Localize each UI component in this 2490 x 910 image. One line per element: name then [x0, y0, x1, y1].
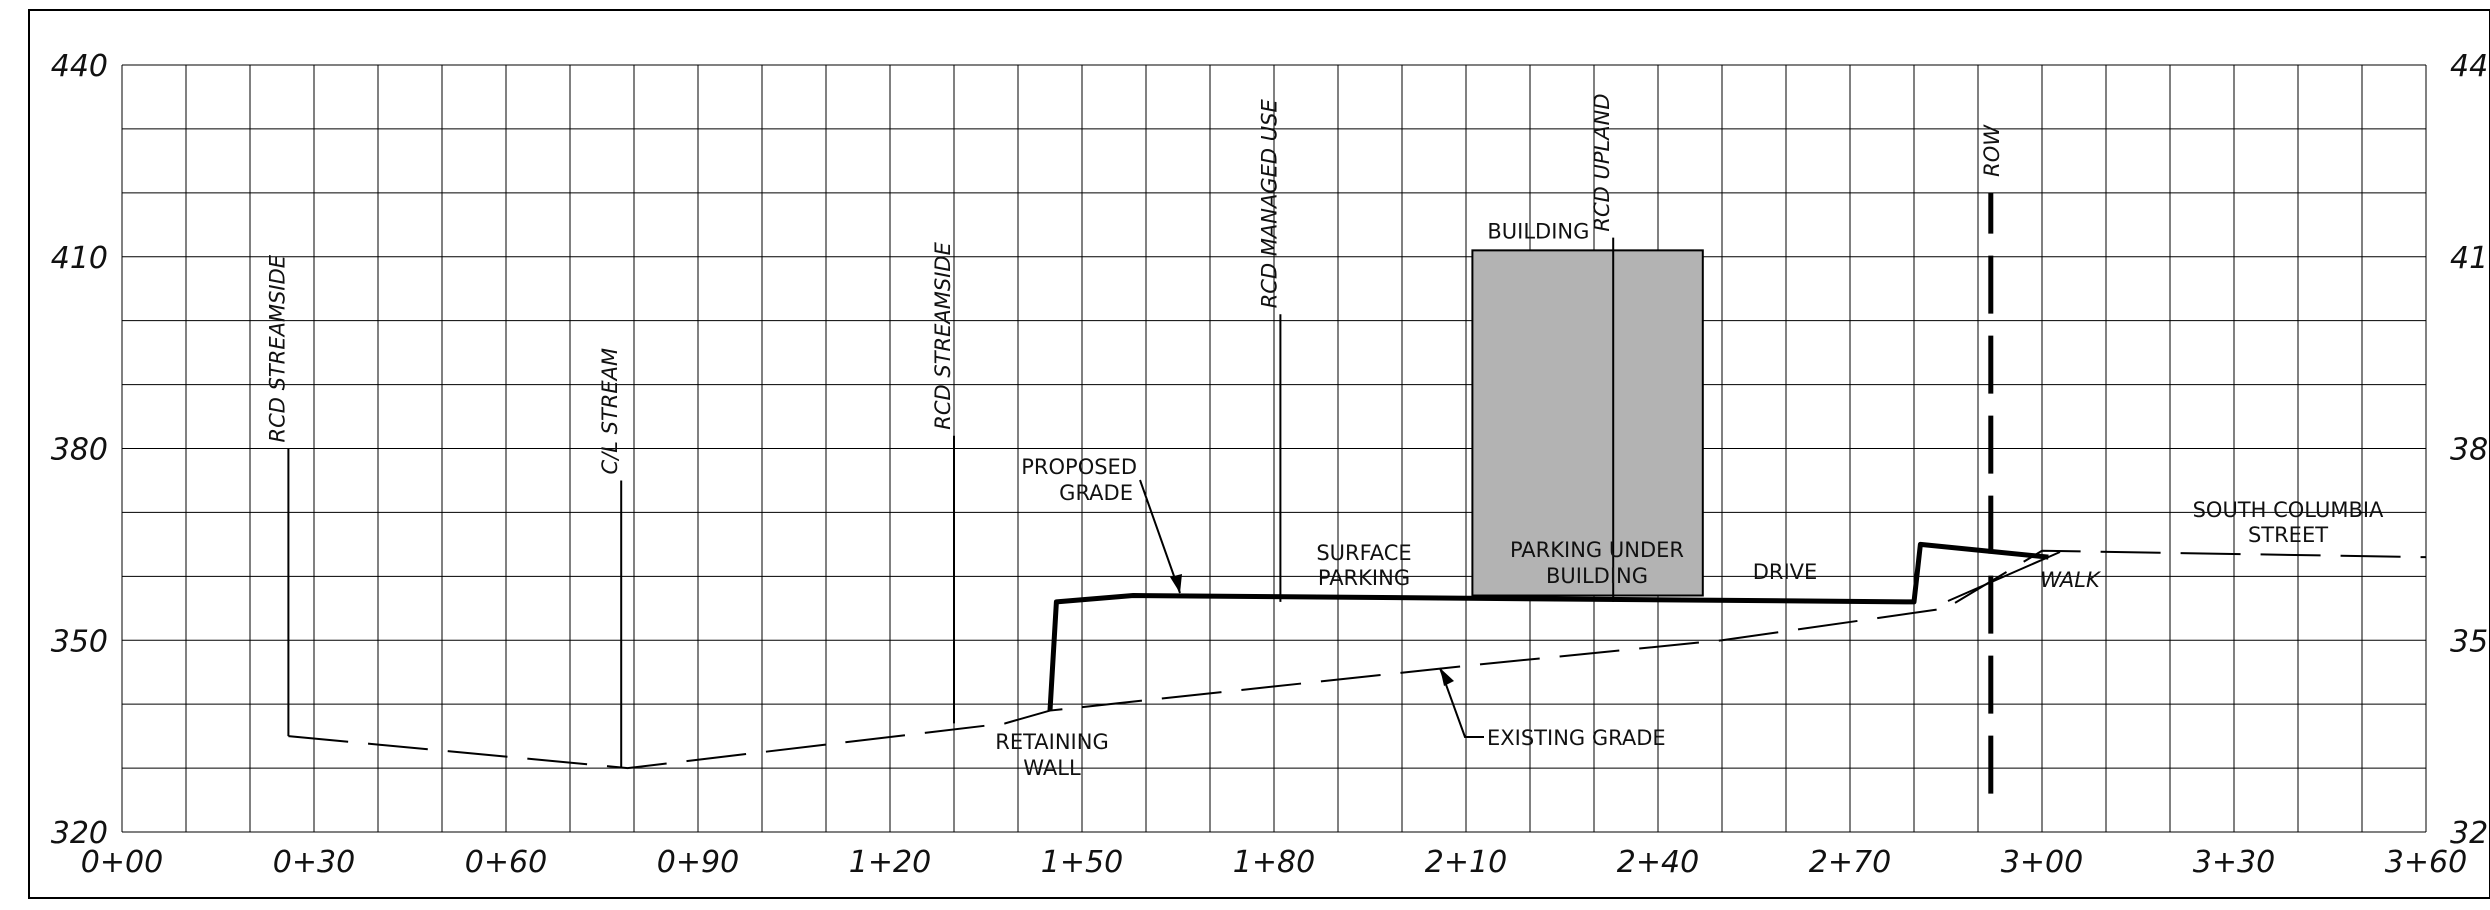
x-tick-label: 0+00 — [81, 845, 163, 880]
y-tick-label-right: 350 — [2450, 624, 2490, 659]
surface-parking-label-2: PARKING — [1318, 566, 1410, 590]
existing-grade-leader — [1439, 667, 1484, 738]
y-tick-label-left: 440 — [51, 49, 108, 84]
proposed-grade-label-1: PROPOSED — [1021, 455, 1137, 479]
grade-series — [288, 541, 2427, 770]
walk-leader — [1947, 551, 2061, 602]
y-tick-label-left: 350 — [51, 624, 108, 659]
x-tick-label: 3+60 — [2385, 845, 2467, 880]
y-tick-label-right: 320 — [2450, 816, 2490, 851]
x-tick-label: 1+50 — [1041, 845, 1123, 880]
annotations: PROPOSED GRADE SURFACE PARKING PARKING U… — [995, 455, 2384, 780]
x-tick-label: 0+30 — [273, 845, 355, 880]
south-columbia-street-label-2: STREET — [2248, 523, 2328, 547]
south-columbia-street-label-1: SOUTH COLUMBIA — [2193, 498, 2384, 522]
existing-grade-label: EXISTING GRADE — [1487, 726, 1666, 750]
surface-parking-label-1: SURFACE — [1316, 541, 1411, 565]
grid — [121, 64, 2427, 833]
boundary-markers: RCD STREAMSIDE C/L STREAM RCD STREAMSIDE RC… — [265, 93, 2004, 794]
y-tick-label-right: 410 — [2450, 241, 2490, 276]
marker-label: RCD STREAMSIDE — [265, 254, 289, 442]
axis-tick-labels: 0+00 0+30 0+60 0+90 1+20 1+50 1+80 2+10 2+40 2+70… — [51, 49, 2490, 880]
marker-label: C/L STREAM — [598, 348, 622, 475]
y-tick-label-right: 440 — [2450, 49, 2490, 84]
x-tick-label: 0+90 — [657, 845, 739, 880]
y-tick-label-right: 380 — [2450, 433, 2490, 468]
x-tick-label: 3+30 — [2193, 845, 2275, 880]
parking-under-building-label-2: BUILDING — [1546, 564, 1648, 588]
x-tick-label: 0+60 — [465, 845, 547, 880]
parking-under-building-label-1: PARKING UNDER — [1510, 538, 1684, 562]
marker-label: RCD UPLAND — [1590, 93, 1614, 231]
x-tick-label: 3+00 — [2001, 845, 2083, 880]
y-tick-label-left: 380 — [51, 433, 108, 468]
building-label: BUILDING — [1487, 219, 1589, 243]
x-tick-label: 2+10 — [1425, 845, 1507, 880]
x-tick-label: 2+70 — [1809, 845, 1891, 880]
drawing-border — [28, 9, 2490, 899]
x-tick-label: 1+20 — [849, 845, 931, 880]
marker-label: RCD STREAMSIDE — [931, 241, 955, 429]
proposed-grade-line — [1047, 541, 2049, 711]
y-tick-label-left: 410 — [51, 241, 108, 276]
row-label: ROW — [1980, 124, 2004, 177]
x-tick-label: 1+80 — [1233, 845, 1315, 880]
retaining-wall-label-1: RETAINING — [995, 730, 1109, 754]
existing-grade-arrowhead — [1440, 668, 1454, 686]
proposed-grade-label-2: GRADE — [1059, 481, 1133, 505]
proposed-grade-arrowhead — [1170, 574, 1182, 593]
building-block — [1471, 249, 1704, 597]
y-tick-label-left: 320 — [51, 816, 108, 851]
drive-label: DRIVE — [1753, 560, 1818, 584]
proposed-grade-leader — [1139, 479, 1181, 594]
walk-label: WALK — [2040, 568, 2102, 592]
retaining-wall-label-2: WALL — [1023, 756, 1081, 780]
marker-label: RCD MANAGED USE — [1257, 99, 1281, 309]
x-tick-label: 2+40 — [1617, 845, 1699, 880]
